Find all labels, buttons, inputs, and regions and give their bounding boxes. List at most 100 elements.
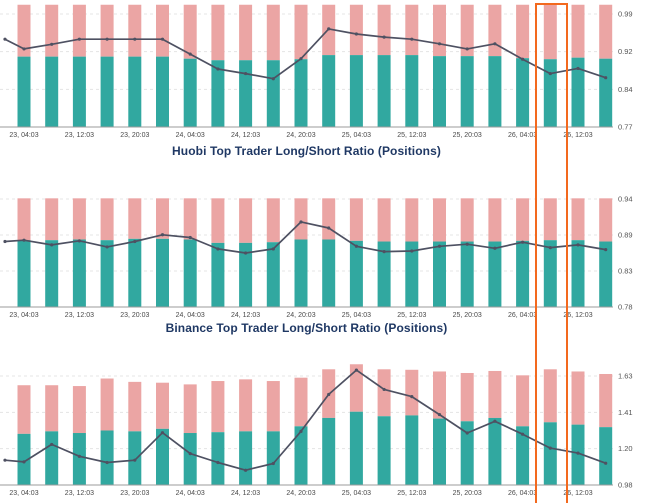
ratio-line-marker: [604, 248, 608, 252]
ratio-line-marker: [493, 42, 497, 46]
bar-long-segment: [128, 238, 142, 307]
bar-short-segment: [571, 371, 585, 425]
ratio-line-marker: [548, 246, 552, 250]
bar-short-segment: [377, 198, 391, 242]
ratio-line-marker: [105, 245, 109, 249]
bar-short-segment: [516, 198, 530, 241]
ratio-line-marker: [548, 71, 552, 76]
bar-short-segment: [599, 373, 613, 428]
ratio-line-marker: [465, 431, 469, 435]
bar-long-segment: [211, 242, 225, 307]
bar-long-segment: [183, 58, 197, 127]
bar-short-segment: [433, 198, 446, 242]
ratio-line-marker: [105, 37, 109, 41]
ratio-line-marker: [437, 244, 442, 248]
ratio-line-marker: [493, 246, 497, 250]
chart-title-binance: Binance Top Trader Long/Short Ratio (Pos…: [165, 321, 448, 335]
ratio-line-marker: [271, 247, 275, 251]
bar-long-segment: [433, 418, 446, 485]
bar-long-segment: [571, 57, 585, 128]
ratio-line-marker: [521, 57, 525, 61]
y-tick-label: 1.63: [618, 372, 633, 381]
ratio-line-marker: [327, 226, 331, 230]
bar-long-segment: [45, 56, 59, 127]
bar-long-segment: [349, 240, 363, 307]
bar-long-segment: [543, 59, 557, 128]
bar-long-segment: [183, 239, 197, 307]
bar-long-segment: [543, 240, 557, 307]
ratio-line-marker: [216, 460, 220, 465]
bar-long-segment: [128, 431, 142, 485]
bar-short-segment: [349, 4, 363, 56]
bar-long-segment: [183, 433, 197, 485]
x-tick-label: 23, 04:03: [9, 132, 38, 139]
ratio-line-marker: [299, 57, 303, 61]
y-tick-label: 0.89: [618, 230, 633, 239]
x-tick-label: 23, 20:03: [120, 312, 149, 319]
bar-short-segment: [183, 198, 197, 240]
bar-long-segment: [100, 430, 114, 485]
bar-short-segment: [17, 198, 31, 241]
x-tick-label: 25, 20:03: [453, 490, 482, 497]
bar-short-segment: [543, 369, 557, 423]
bar-long-segment: [516, 426, 530, 485]
bar-long-segment: [599, 427, 613, 485]
bar-short-segment: [128, 4, 142, 57]
bar-short-segment: [377, 4, 391, 56]
bar-long-segment: [100, 56, 114, 127]
y-tick-label: 0.78: [618, 303, 633, 312]
ratio-line-marker: [354, 32, 358, 36]
ratio-line-marker: [521, 432, 525, 436]
bar-short-segment: [516, 375, 530, 427]
bar-short-segment: [239, 379, 253, 432]
ratio-line-marker: [604, 76, 608, 80]
bar-long-segment: [45, 431, 59, 485]
x-tick-label: 23, 12:03: [65, 490, 94, 497]
bar-long-segment: [322, 55, 336, 127]
y-tick-label: 0.94: [618, 195, 633, 204]
bar-long-segment: [72, 239, 86, 307]
chart-huobi[interactable]: 0.99 0.92 0.84 0.77 23, 04:03 23, 12:03 23, 20…: [0, 4, 633, 139]
bar-short-segment: [128, 198, 142, 239]
bar-long-segment: [239, 431, 253, 485]
ratio-line-marker: [216, 67, 220, 71]
x-tick-label: 23, 20:03: [120, 132, 149, 139]
bar-short-segment: [294, 4, 308, 60]
x-tick-label: 24, 20:03: [286, 312, 315, 319]
bar-long-segment: [405, 241, 419, 307]
ratio-line-marker: [133, 37, 137, 41]
ratio-line-marker: [299, 220, 303, 224]
bar-long-segment: [571, 424, 585, 485]
bar-short-segment: [156, 4, 169, 57]
bar-short-segment: [45, 198, 59, 241]
bar-long-segment: [599, 58, 613, 127]
ratio-line-marker: [22, 47, 26, 51]
bar-short-segment: [45, 385, 59, 432]
bar-long-segment: [405, 55, 419, 127]
bar-short-segment: [488, 198, 502, 242]
bar-short-segment: [183, 384, 197, 434]
chart-binance[interactable]: 0.94 0.89 0.83 0.78 23, 04:03 23, 12:03 23, 20…: [0, 195, 633, 320]
x-tick-label: 24, 20:03: [286, 132, 315, 139]
bar-short-segment: [488, 370, 502, 418]
ratio-line-marker: [133, 239, 137, 244]
x-tick-label: 25, 12:03: [397, 132, 426, 139]
bar-long-segment: [156, 428, 169, 485]
ratio-line-marker: [77, 37, 81, 41]
x-tick-label: 23, 04:03: [9, 312, 38, 319]
ratio-line-marker: [382, 250, 386, 254]
ratio-line-marker: [188, 235, 192, 240]
bar-long-segment: [266, 431, 280, 485]
bar-long-segment: [488, 417, 502, 485]
bar-short-segment: [266, 198, 280, 243]
ratio-line-marker: [576, 243, 580, 247]
bar-long-segment: [433, 241, 446, 307]
ratio-line-marker: [521, 240, 525, 244]
bar-short-segment: [460, 4, 474, 57]
chart-third-exchange[interactable]: 1.63 1.41 1.20 0.98 23, 04:03 23, 12:03 23, 20…: [0, 364, 633, 497]
x-tick-label: 25, 04:03: [342, 312, 371, 319]
ratio-line-marker: [50, 442, 54, 447]
bar-long-segment: [488, 241, 502, 307]
bar-long-segment: [100, 240, 114, 307]
